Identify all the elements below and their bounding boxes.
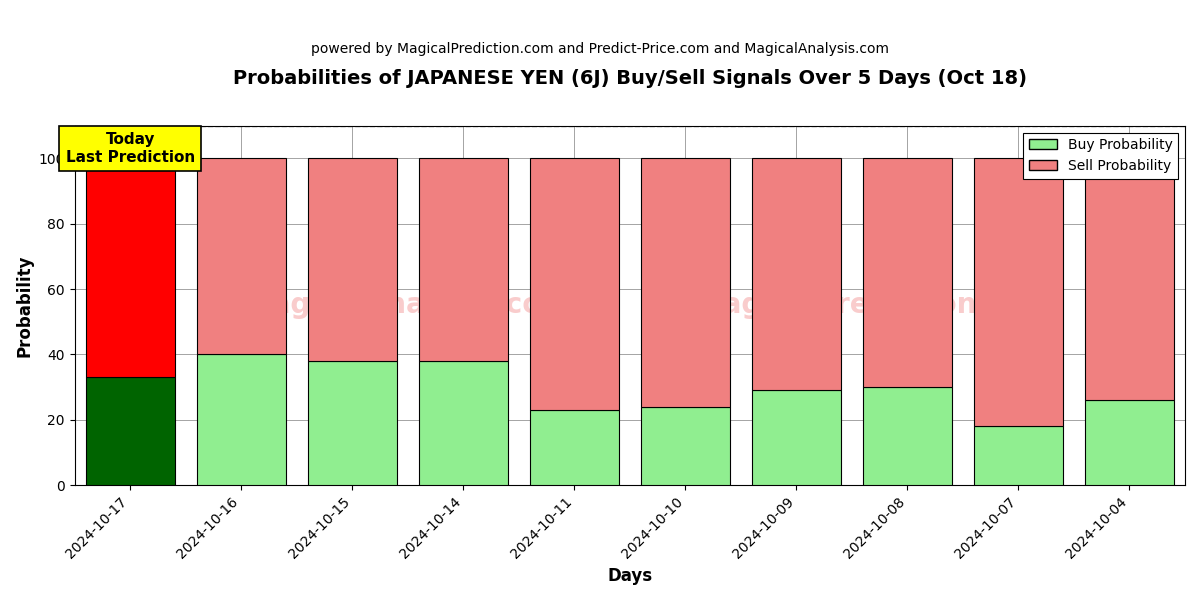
Legend: Buy Probability, Sell Probability: Buy Probability, Sell Probability xyxy=(1024,133,1178,179)
Bar xyxy=(530,158,619,410)
Bar xyxy=(530,410,619,485)
Bar xyxy=(974,158,1063,427)
Bar xyxy=(1085,158,1174,400)
Bar xyxy=(419,361,508,485)
Bar xyxy=(197,355,286,485)
Text: MagicalAnalysis.com: MagicalAnalysis.com xyxy=(245,292,571,319)
Bar xyxy=(752,391,841,485)
Bar xyxy=(641,407,730,485)
Bar xyxy=(752,158,841,391)
Title: Probabilities of JAPANESE YEN (6J) Buy/Sell Signals Over 5 Days (Oct 18): Probabilities of JAPANESE YEN (6J) Buy/S… xyxy=(233,69,1027,88)
X-axis label: Days: Days xyxy=(607,567,653,585)
Text: MagicalPrediction.com: MagicalPrediction.com xyxy=(696,292,1052,319)
Bar xyxy=(863,158,952,387)
Bar xyxy=(863,387,952,485)
Y-axis label: Probability: Probability xyxy=(16,254,34,356)
Bar xyxy=(419,158,508,361)
Bar xyxy=(974,427,1063,485)
Text: powered by MagicalPrediction.com and Predict-Price.com and MagicalAnalysis.com: powered by MagicalPrediction.com and Pre… xyxy=(311,42,889,56)
Text: Today
Last Prediction: Today Last Prediction xyxy=(66,132,194,164)
Bar xyxy=(1085,400,1174,485)
Bar xyxy=(308,361,397,485)
Bar xyxy=(85,377,174,485)
Bar xyxy=(308,158,397,361)
Bar xyxy=(197,158,286,355)
Bar xyxy=(85,158,174,377)
Bar xyxy=(641,158,730,407)
